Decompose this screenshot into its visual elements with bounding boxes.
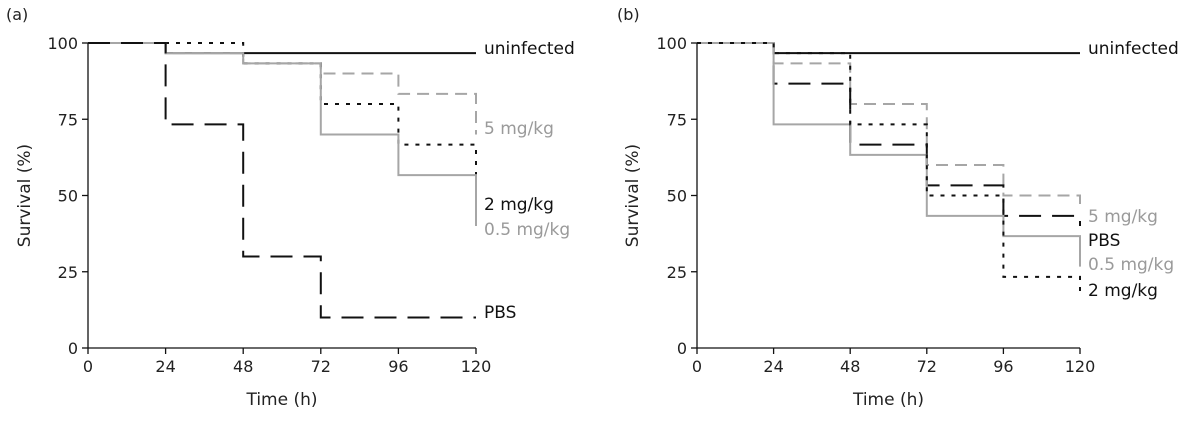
x-tick-label: 72: [311, 357, 331, 376]
x-tick-label: 120: [461, 357, 492, 376]
series-line-pbs: [697, 42, 1081, 226]
series-line-uninfected: [697, 42, 1080, 55]
x-axis-title: Time (h): [852, 390, 924, 410]
x-tick-label: 96: [993, 357, 1013, 376]
x-tick-label: 24: [155, 357, 175, 376]
series-label-uninfected: uninfected: [1088, 39, 1179, 59]
y-tick-label: 0: [677, 339, 687, 358]
series-label-0-5-mg-kg: 0.5 mg/kg: [1088, 255, 1174, 275]
y-tick-label: 25: [58, 263, 78, 282]
y-axis-title: Survival (%): [623, 144, 643, 247]
series-label-2-mg-kg: 2 mg/kg: [484, 195, 554, 215]
series-line-5-mg-kg: [697, 42, 1081, 206]
x-tick-label: 96: [388, 357, 408, 376]
y-tick-label: 75: [58, 110, 78, 129]
y-tick-label: 75: [667, 110, 687, 129]
x-axis-title: Time (h): [245, 390, 317, 410]
series-line-uninfected: [88, 42, 476, 55]
y-tick-label: 0: [68, 339, 78, 358]
x-tick-label: 72: [917, 357, 937, 376]
series-line-0-5-mg-kg: [88, 42, 477, 226]
panel-label: (a): [6, 5, 28, 24]
series-label-pbs: PBS: [1088, 231, 1120, 251]
x-tick-label: 24: [763, 357, 783, 376]
series-line-5-mg-kg: [88, 42, 477, 135]
series-label-uninfected: uninfected: [484, 39, 575, 59]
y-tick-label: 50: [58, 187, 78, 206]
panel-label: (b): [617, 5, 640, 24]
x-tick-label: 48: [233, 357, 253, 376]
series-label-5-mg-kg: 5 mg/kg: [1088, 207, 1158, 227]
series-label-pbs: PBS: [484, 303, 516, 323]
x-tick-label: 0: [692, 357, 702, 376]
x-tick-label: 0: [83, 357, 93, 376]
y-tick-label: 50: [667, 187, 687, 206]
y-tick-label: 25: [667, 263, 687, 282]
y-tick-label: 100: [47, 34, 78, 53]
chart-panel-1: (a) 0 24 48 72 96 120 0 25 50 75 100 Time (h) Surviva…: [6, 5, 575, 410]
chart-panel-2: (b) 0 24 48 72 96 120 0 25 50 75 100 Time (h) Surviva…: [617, 5, 1179, 410]
y-tick-label: 100: [656, 34, 687, 53]
series-line-0-5-mg-kg: [697, 42, 1081, 267]
series-label-5-mg-kg: 5 mg/kg: [484, 119, 554, 139]
series-line-pbs: [88, 42, 476, 319]
series-label-2-mg-kg: 2 mg/kg: [1088, 281, 1158, 301]
series-line-2-mg-kg: [697, 42, 1081, 298]
series-label-0-5-mg-kg: 0.5 mg/kg: [484, 220, 570, 240]
y-axis-title: Survival (%): [15, 144, 35, 247]
x-tick-label: 48: [840, 357, 860, 376]
series-line-2-mg-kg: [88, 42, 477, 216]
x-tick-label: 120: [1065, 357, 1096, 376]
